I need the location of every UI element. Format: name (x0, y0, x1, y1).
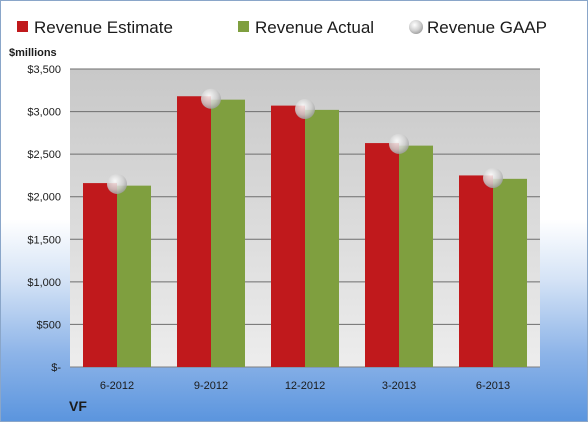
legend-label: Revenue Actual (255, 18, 374, 37)
y-axis-ticks: $- $500 $1,000 $1,500 $2,000 $2,500 $3,000 $3,5… (27, 64, 61, 374)
bars (83, 96, 527, 368)
x-tick-label: 9-2012 (194, 380, 228, 392)
bar-revenue-estimate (271, 105, 305, 368)
y-tick-label: $3,500 (27, 64, 61, 76)
bar-revenue-estimate (365, 143, 399, 367)
bar-revenue-actual (211, 99, 245, 367)
x-tick-label: 3-2013 (382, 380, 416, 392)
legend-label: Revenue Estimate (34, 18, 173, 37)
bar-revenue-estimate (83, 183, 117, 367)
x-axis-ticks: 6-2012 9-2012 12-2012 3-2013 6-2013 (100, 380, 510, 392)
marker-revenue-gaap (295, 99, 315, 120)
y-axis-unit-label: $millions (9, 47, 57, 59)
legend-swatch (17, 21, 28, 32)
marker-revenue-gaap (483, 167, 503, 188)
bar-revenue-actual (305, 109, 339, 368)
bar-revenue-estimate (459, 175, 493, 367)
x-tick-label: 6-2012 (100, 380, 134, 392)
marker-revenue-gaap (201, 88, 221, 109)
x-tick-label: 6-2013 (476, 380, 510, 392)
legend: Revenue Estimate Revenue Actual Revenue GA… (17, 18, 547, 37)
gaap-markers (107, 88, 503, 194)
legend-label: Revenue GAAP (427, 18, 547, 37)
marker-revenue-gaap (389, 133, 409, 154)
y-tick-label: $500 (37, 319, 61, 331)
bar-revenue-actual (493, 178, 527, 367)
y-tick-label: $1,000 (27, 277, 61, 289)
legend-swatch (409, 20, 423, 34)
y-tick-label: $1,500 (27, 234, 61, 246)
legend-swatch (238, 21, 249, 32)
y-tick-label: $- (51, 362, 61, 374)
bar-revenue-estimate (177, 96, 211, 367)
bar-revenue-actual (117, 185, 151, 367)
y-tick-label: $3,000 (27, 107, 61, 119)
bar-revenue-actual (399, 145, 433, 367)
marker-revenue-gaap (107, 173, 127, 194)
y-tick-label: $2,000 (27, 192, 61, 204)
x-tick-label: 12-2012 (285, 380, 325, 392)
y-tick-label: $2,500 (27, 149, 61, 161)
company-label: VF (69, 398, 87, 414)
